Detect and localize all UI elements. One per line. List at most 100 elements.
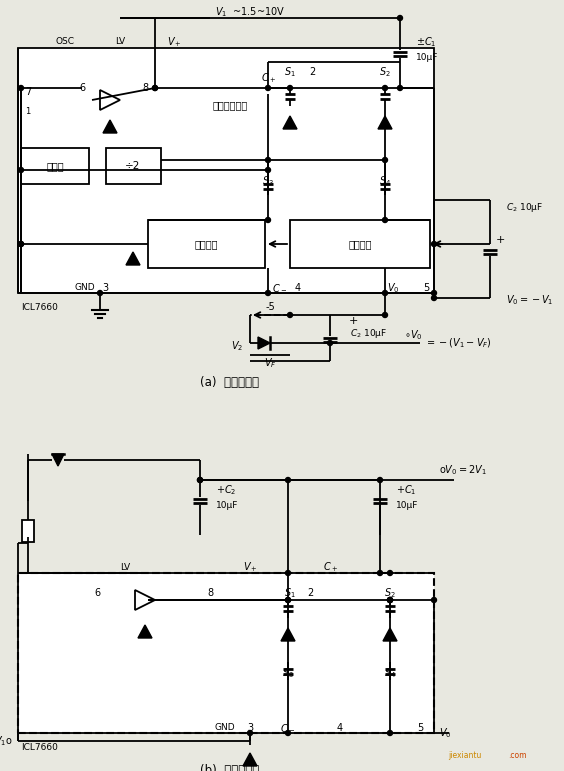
Text: $+$: $+$	[348, 315, 358, 326]
Polygon shape	[52, 454, 64, 466]
Text: +: +	[496, 235, 505, 245]
Circle shape	[431, 291, 437, 295]
Circle shape	[377, 477, 382, 483]
Text: $V_+$: $V_+$	[243, 560, 257, 574]
Polygon shape	[138, 625, 152, 638]
Circle shape	[288, 312, 293, 318]
Text: jiexiantu: jiexiantu	[448, 750, 482, 759]
Text: $S_1$: $S_1$	[284, 586, 296, 600]
Circle shape	[377, 571, 382, 575]
Text: 8: 8	[142, 83, 148, 93]
Text: $+ C_1$: $+ C_1$	[396, 483, 417, 497]
Text: $=-(V_1-V_F)$: $=-(V_1-V_F)$	[425, 336, 492, 350]
Circle shape	[285, 598, 290, 602]
Circle shape	[398, 15, 403, 21]
Text: $V_0=-V_1$: $V_0=-V_1$	[506, 293, 553, 307]
Circle shape	[285, 571, 290, 575]
Text: $C_2$ 10μF: $C_2$ 10μF	[350, 326, 387, 339]
Circle shape	[431, 241, 437, 247]
Circle shape	[266, 217, 271, 223]
Text: 5: 5	[417, 723, 423, 733]
Circle shape	[387, 730, 393, 736]
Text: ÷2: ÷2	[125, 161, 140, 171]
Bar	[290, 220, 430, 268]
Text: $C_2$ 10μF: $C_2$ 10μF	[506, 201, 543, 214]
Text: 1: 1	[25, 107, 30, 116]
Text: 6: 6	[79, 83, 85, 93]
Circle shape	[382, 312, 387, 318]
Text: $S_4$: $S_4$	[384, 666, 396, 680]
Circle shape	[431, 295, 437, 301]
Circle shape	[382, 86, 387, 90]
Text: ICL7660: ICL7660	[21, 302, 58, 311]
Text: LV: LV	[115, 38, 125, 46]
Bar	[18, 48, 434, 293]
Text: ICL7660: ICL7660	[21, 742, 58, 752]
Polygon shape	[126, 252, 140, 265]
Text: $\pm C_1$: $\pm C_1$	[416, 35, 437, 49]
Text: 7: 7	[25, 87, 31, 97]
Text: 10μF: 10μF	[416, 52, 438, 62]
Text: LV: LV	[120, 563, 130, 571]
Text: .com: .com	[508, 750, 527, 759]
Circle shape	[382, 291, 387, 295]
Polygon shape	[243, 753, 257, 766]
Text: $V_+$: $V_+$	[167, 35, 182, 49]
Text: 10μF: 10μF	[396, 500, 418, 510]
Text: 10μF: 10μF	[216, 500, 239, 510]
Text: (a)  负压变换器: (a) 负压变换器	[200, 376, 259, 389]
Text: 4: 4	[295, 283, 301, 293]
Circle shape	[19, 86, 24, 90]
Bar	[148, 220, 265, 268]
Bar	[18, 573, 434, 733]
Circle shape	[19, 241, 24, 247]
Text: $V_0$: $V_0$	[387, 281, 399, 295]
Text: o$V_0=2V_1$: o$V_0=2V_1$	[439, 463, 487, 477]
Text: 防止闩锁: 防止闩锁	[348, 239, 372, 249]
Circle shape	[288, 86, 293, 90]
Circle shape	[152, 86, 157, 90]
Text: $C_-$: $C_-$	[280, 723, 296, 733]
Circle shape	[152, 86, 157, 90]
Text: $V_2$: $V_2$	[231, 339, 243, 353]
Text: $+ C_2$: $+ C_2$	[216, 483, 236, 497]
Circle shape	[387, 598, 393, 602]
Polygon shape	[383, 628, 397, 641]
Circle shape	[19, 241, 24, 247]
Text: $C_+$: $C_+$	[323, 560, 337, 574]
Circle shape	[328, 341, 333, 345]
Circle shape	[387, 598, 393, 602]
Text: $S_1$: $S_1$	[284, 65, 296, 79]
Circle shape	[266, 167, 271, 173]
Text: GND: GND	[214, 723, 235, 732]
Circle shape	[382, 157, 387, 163]
Circle shape	[285, 598, 290, 602]
Text: $V_1$  ~1.5~10V: $V_1$ ~1.5~10V	[215, 5, 285, 19]
Text: 3: 3	[102, 283, 108, 293]
Polygon shape	[281, 628, 295, 641]
Circle shape	[197, 477, 202, 483]
Text: $V_1$o: $V_1$o	[0, 734, 13, 748]
Text: $C_-$: $C_-$	[272, 283, 288, 293]
Text: 5: 5	[423, 283, 429, 293]
Text: 2: 2	[307, 588, 313, 598]
Text: 内部供电电路: 内部供电电路	[213, 100, 248, 110]
Text: 2: 2	[309, 67, 315, 77]
Text: $V_F$: $V_F$	[264, 356, 276, 370]
Text: $S_3$: $S_3$	[262, 174, 274, 188]
Circle shape	[19, 167, 24, 173]
Circle shape	[197, 477, 202, 483]
Polygon shape	[103, 120, 117, 133]
Text: 4: 4	[337, 723, 343, 733]
Text: $C_+$: $C_+$	[261, 71, 275, 85]
Circle shape	[285, 477, 290, 483]
Circle shape	[387, 598, 393, 602]
Circle shape	[398, 86, 403, 90]
Text: 3: 3	[247, 723, 253, 733]
Bar	[106, 148, 161, 184]
Circle shape	[382, 217, 387, 223]
Bar	[22, 520, 34, 542]
Circle shape	[248, 730, 253, 736]
Circle shape	[285, 730, 290, 736]
Text: (b)  倍压变换器: (b) 倍压变换器	[200, 765, 259, 771]
